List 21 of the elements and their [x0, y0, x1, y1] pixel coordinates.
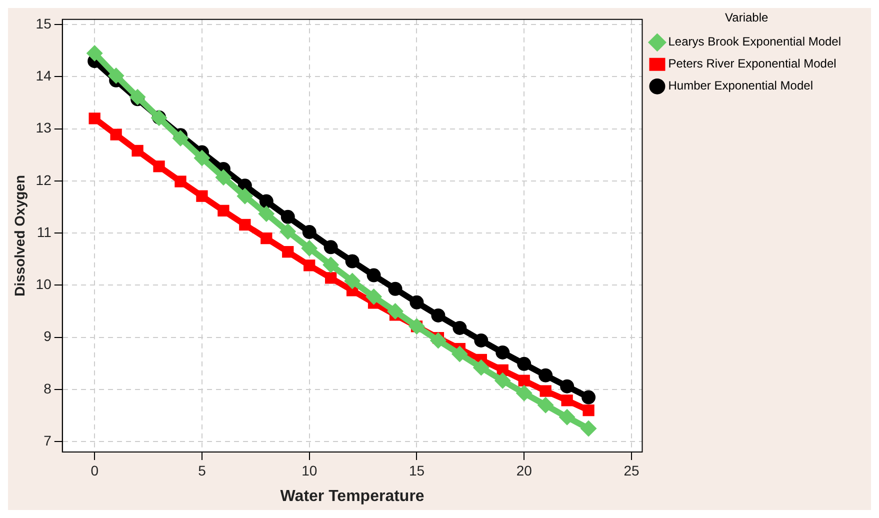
- y-tick-label: 14: [36, 68, 52, 84]
- x-axis-title: Water Temperature: [280, 488, 424, 505]
- y-tick-label: 7: [44, 432, 52, 448]
- y-axis-title: Dissolved Oxygen: [11, 175, 28, 296]
- x-tick-label: 5: [198, 462, 206, 478]
- legend-label: Peters River Exponential Model: [668, 56, 836, 71]
- y-tick-label: 9: [44, 328, 52, 344]
- x-tick-label: 15: [408, 462, 425, 478]
- legend-title: Variable: [725, 10, 769, 24]
- y-tick-label: 15: [36, 15, 52, 32]
- x-tick-label: 20: [516, 462, 532, 478]
- x-tick-label: 10: [302, 462, 318, 478]
- y-tick-label: 12: [36, 172, 52, 188]
- legend-label: Learys Brook Exponential Model: [668, 34, 841, 49]
- x-tick-label: 25: [624, 462, 640, 478]
- y-tick-label: 10: [36, 276, 52, 292]
- legend-label: Humber Exponential Model: [668, 78, 813, 93]
- y-tick-label: 8: [44, 380, 52, 396]
- x-tick-label: 0: [90, 462, 99, 478]
- y-tick-label: 11: [36, 224, 52, 240]
- y-tick-label: 13: [36, 120, 52, 136]
